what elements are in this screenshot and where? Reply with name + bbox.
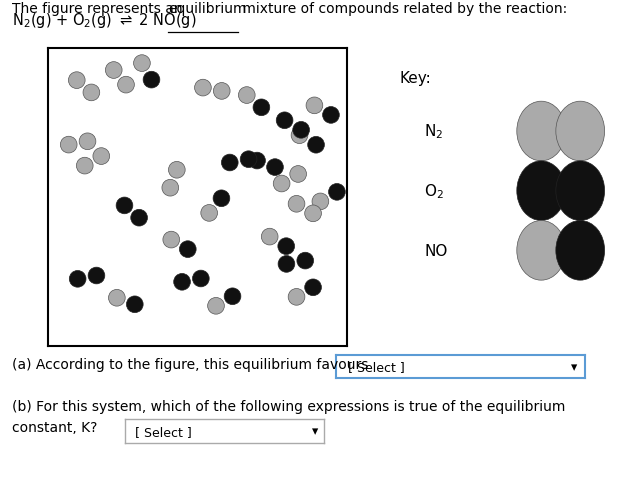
- Circle shape: [322, 107, 340, 124]
- Text: N$_2$(g) + O$_2$(g) $\rightleftharpoons$ 2 NO(g): N$_2$(g) + O$_2$(g) $\rightleftharpoons$…: [12, 11, 196, 30]
- Circle shape: [308, 137, 324, 154]
- Circle shape: [291, 128, 308, 144]
- Circle shape: [240, 151, 257, 168]
- Circle shape: [278, 238, 295, 255]
- Circle shape: [69, 73, 85, 90]
- Circle shape: [288, 289, 305, 305]
- Circle shape: [117, 77, 134, 94]
- Circle shape: [305, 279, 322, 296]
- Circle shape: [105, 62, 122, 79]
- Circle shape: [329, 184, 345, 201]
- Circle shape: [517, 102, 566, 162]
- Circle shape: [108, 290, 125, 306]
- Circle shape: [69, 271, 86, 287]
- Circle shape: [221, 155, 238, 171]
- Circle shape: [93, 149, 110, 165]
- Circle shape: [517, 162, 566, 221]
- Text: $\mathregular{N_2}$: $\mathregular{N_2}$: [424, 122, 444, 141]
- Text: ▾: ▾: [571, 361, 577, 373]
- Circle shape: [278, 256, 295, 272]
- Circle shape: [261, 229, 278, 245]
- Text: ▾: ▾: [312, 425, 318, 438]
- Circle shape: [179, 242, 196, 258]
- Circle shape: [238, 88, 255, 104]
- Circle shape: [116, 197, 133, 214]
- Text: equilibrium: equilibrium: [168, 1, 247, 15]
- Circle shape: [556, 162, 605, 221]
- Circle shape: [168, 162, 185, 179]
- Circle shape: [253, 100, 270, 117]
- Circle shape: [207, 298, 224, 315]
- Circle shape: [517, 221, 566, 281]
- Circle shape: [276, 113, 293, 129]
- Circle shape: [79, 134, 96, 151]
- Circle shape: [163, 232, 180, 248]
- Text: NO: NO: [424, 243, 447, 258]
- Text: constant, K?: constant, K?: [12, 420, 97, 434]
- Circle shape: [556, 102, 605, 162]
- Circle shape: [293, 122, 309, 139]
- Circle shape: [195, 80, 211, 97]
- Circle shape: [224, 288, 241, 305]
- Text: mixture of compounds related by the reaction:: mixture of compounds related by the reac…: [238, 1, 567, 15]
- Circle shape: [134, 56, 150, 72]
- Circle shape: [556, 221, 605, 281]
- Circle shape: [143, 72, 160, 89]
- Circle shape: [88, 268, 105, 284]
- Circle shape: [288, 196, 305, 212]
- Text: (b) For this system, which of the following expressions is true of the equilibri: (b) For this system, which of the follow…: [12, 399, 565, 413]
- Circle shape: [193, 271, 209, 287]
- Circle shape: [76, 158, 93, 175]
- Text: [ Select ]: [ Select ]: [135, 425, 192, 438]
- Circle shape: [60, 137, 77, 153]
- Circle shape: [306, 98, 323, 115]
- Text: (a) According to the figure, this equilibrium favours: (a) According to the figure, this equili…: [12, 357, 368, 371]
- Circle shape: [131, 210, 148, 227]
- Circle shape: [174, 274, 191, 290]
- Circle shape: [312, 194, 329, 211]
- Circle shape: [201, 205, 218, 222]
- Text: The figure represents an: The figure represents an: [12, 1, 187, 15]
- Circle shape: [297, 253, 313, 270]
- Circle shape: [290, 166, 306, 183]
- Circle shape: [266, 159, 283, 176]
- Circle shape: [248, 153, 265, 169]
- Circle shape: [305, 206, 322, 222]
- Text: $\mathregular{O_2}$: $\mathregular{O_2}$: [424, 182, 444, 200]
- Circle shape: [273, 176, 290, 193]
- Text: Key:: Key:: [400, 71, 431, 86]
- Circle shape: [162, 180, 178, 197]
- Circle shape: [83, 85, 100, 102]
- Circle shape: [213, 191, 230, 207]
- Text: [ Select ]: [ Select ]: [348, 361, 405, 373]
- Circle shape: [126, 296, 143, 313]
- Circle shape: [213, 83, 230, 100]
